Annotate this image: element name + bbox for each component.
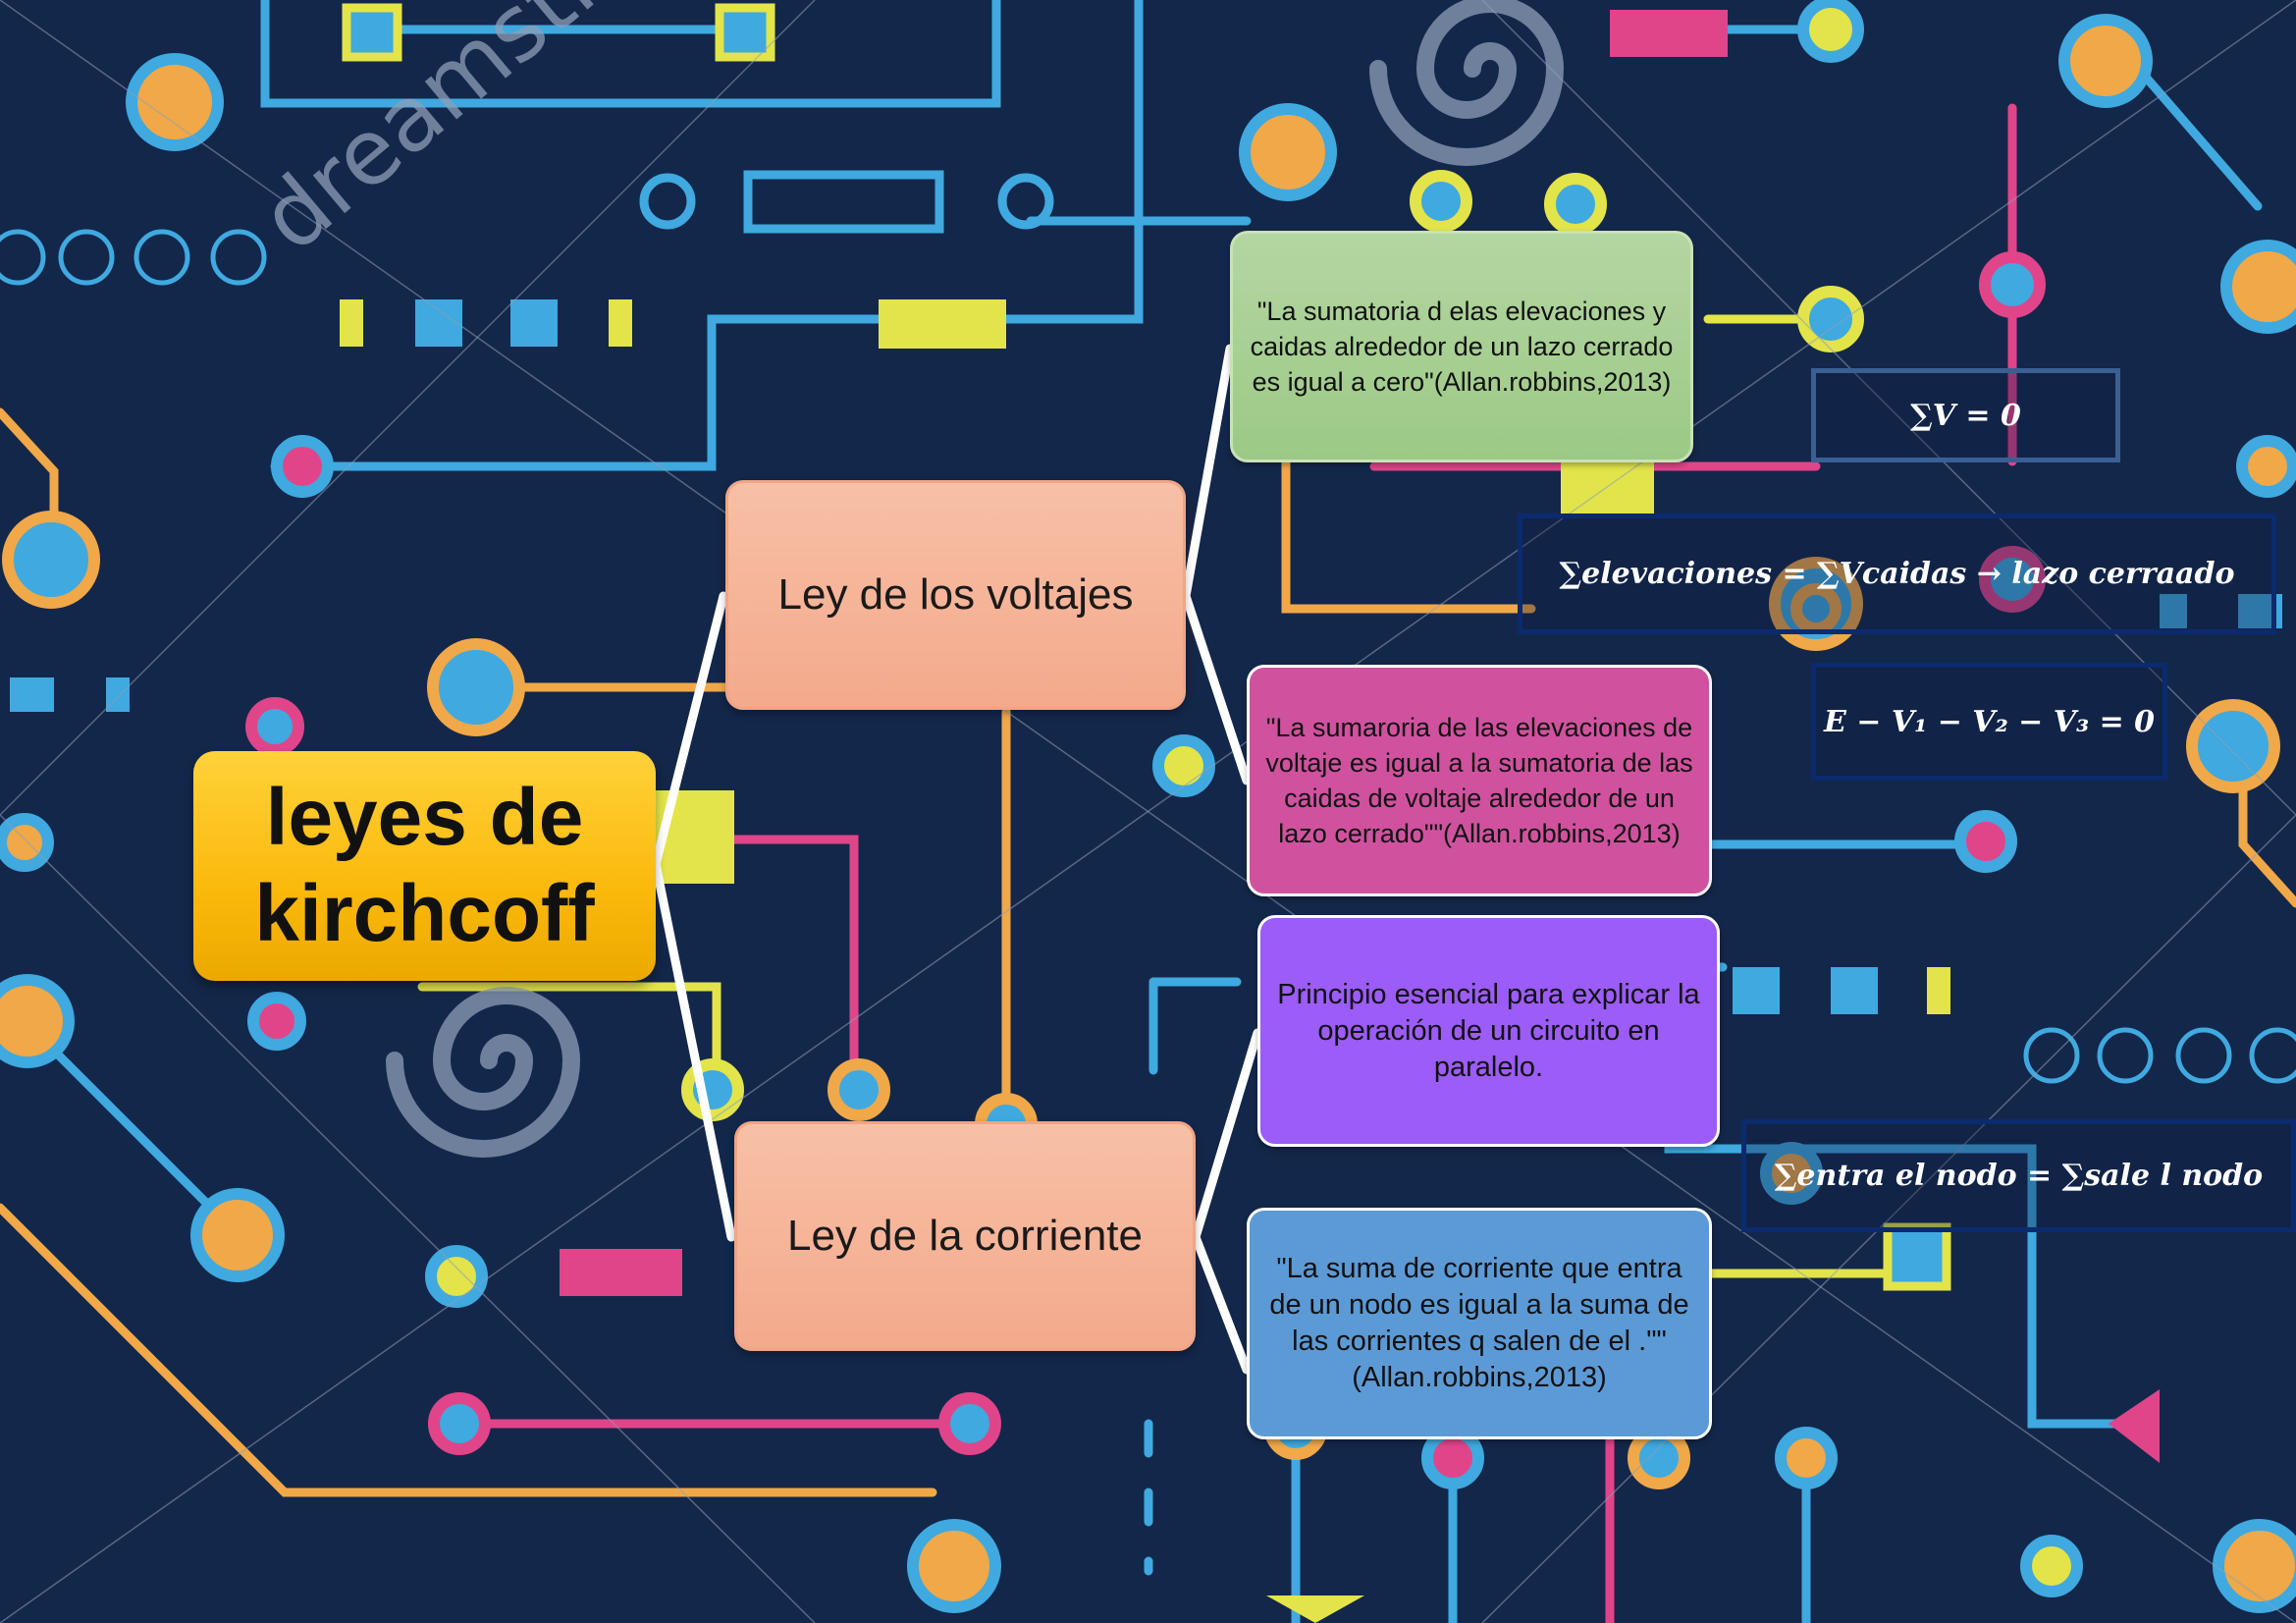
branch-node-voltajes: Ley de los voltajes: [725, 480, 1186, 710]
leaf-corriente-principle-text: Principio esencial para explicar la oper…: [1277, 978, 1700, 1083]
branch-node-corriente: Ley de la corriente: [734, 1121, 1196, 1351]
leaf-voltajes-definition-1-text: "La sumatoria d elas elevaciones y caida…: [1250, 297, 1674, 397]
branch-voltajes-label: Ley de los voltajes: [777, 570, 1134, 619]
leaf-node-corriente-definition: "La suma de corriente que entra de un no…: [1247, 1208, 1712, 1439]
leaf-corriente-definition-text: "La suma de corriente que entra de un no…: [1269, 1253, 1689, 1393]
connector-root-corriente: [651, 859, 736, 1242]
connector-voltajes-leaf-1: [1181, 344, 1235, 601]
formula-kvl-example: E − V₁ − V₂ − V₃ = 0: [1811, 663, 2167, 781]
formula-elevaciones-caidas-text: ∑elevaciones = ∑Vcaidas → lazo cerraado: [1559, 557, 2235, 591]
branch-corriente-label: Ley de la corriente: [787, 1212, 1143, 1260]
leaf-node-voltajes-definition-1: "La sumatoria d elas elevaciones y caida…: [1230, 231, 1693, 462]
leaf-voltajes-definition-2-text: "La sumaroria de las elevaciones de volt…: [1265, 713, 1693, 848]
formula-nodo: ∑entra el nodo = ∑sale l nodo: [1741, 1119, 2296, 1232]
formula-elevaciones-caidas: ∑elevaciones = ∑Vcaidas → lazo cerraado: [1518, 514, 2276, 634]
connector-root-voltajes: [651, 591, 728, 869]
formula-nodo-text: ∑entra el nodo = ∑sale l nodo: [1774, 1159, 2264, 1193]
leaf-node-corriente-principle: Principio esencial para explicar la oper…: [1257, 915, 1720, 1147]
formula-kvl-example-text: E − V₁ − V₂ − V₃ = 0: [1823, 704, 2156, 739]
formula-sum-v-zero: ∑V = 0: [1811, 368, 2120, 462]
root-node: leyes de kirchcoff: [193, 751, 656, 981]
connector-voltajes-leaf-2: [1181, 591, 1252, 785]
connector-corriente-leaf-1: [1191, 1028, 1262, 1242]
root-title-line-1: leyes de: [265, 773, 584, 862]
formula-sum-v-zero-text: ∑V = 0: [1910, 398, 2021, 433]
connector-corriente-leaf-2: [1191, 1232, 1252, 1375]
leaf-node-voltajes-definition-2: "La sumaroria de las elevaciones de volt…: [1247, 665, 1712, 896]
root-title-line-2: kirchcoff: [254, 869, 595, 958]
